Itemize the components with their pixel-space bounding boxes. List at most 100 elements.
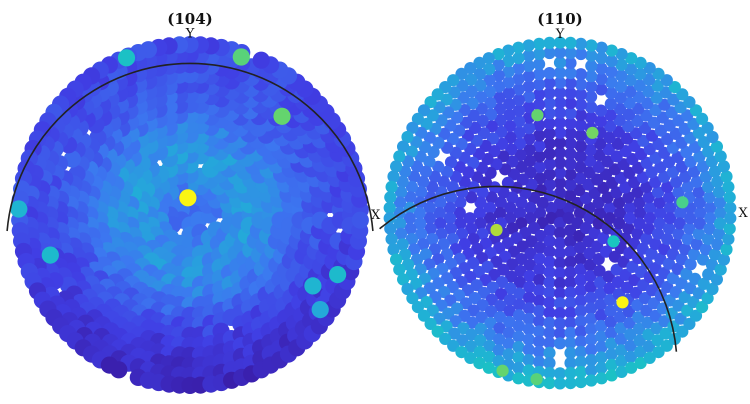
pole-point: [689, 104, 703, 117]
pole-point: [394, 227, 408, 240]
pole-point: [605, 326, 618, 339]
pole-point: [488, 181, 501, 194]
pole-point: [435, 227, 448, 240]
pole-point: [465, 222, 478, 235]
pole-point: [440, 248, 454, 261]
pole-point: [385, 180, 398, 193]
pole-point: [696, 160, 710, 173]
pole-point: [708, 165, 722, 178]
pole-point: [512, 351, 525, 364]
pole-point: [564, 235, 577, 248]
highlighted-pole-point: [530, 373, 543, 386]
pole-point: [543, 255, 556, 269]
pole-point: [503, 120, 516, 133]
pole-point: [459, 116, 473, 129]
pole-point: [724, 201, 737, 214]
pole-point: [485, 120, 498, 133]
pole-point: [523, 143, 536, 156]
pole-point: [675, 160, 688, 173]
pole-point: [564, 46, 577, 60]
highlighted-pole-point: [496, 364, 509, 377]
pole-point: [712, 227, 726, 240]
pole-point: [696, 112, 709, 125]
pole-point: [574, 68, 588, 81]
pole-point: [393, 196, 407, 209]
pole-point: [633, 196, 646, 209]
pole-point: [654, 124, 668, 137]
pole-point: [504, 282, 517, 295]
pole-point: [564, 97, 577, 110]
pole-point: [711, 238, 724, 251]
pole-point: [564, 336, 577, 349]
highlighted-pole-point: [10, 200, 28, 218]
pole-point: [393, 263, 406, 276]
pole-point: [668, 81, 681, 94]
pole-point: [585, 374, 598, 387]
pole-point: [490, 255, 503, 268]
pole-point: [595, 319, 608, 333]
pole-point: [696, 253, 710, 266]
pole-point: [574, 88, 588, 101]
pole-point: [696, 301, 709, 314]
pole-point: [585, 364, 598, 377]
pole-point: [584, 111, 598, 124]
pole-point: [712, 186, 726, 199]
pole-point: [424, 317, 437, 330]
pole-point: [533, 263, 546, 276]
pole-point: [485, 191, 498, 204]
pole-point: [722, 180, 735, 193]
pole-point: [676, 325, 689, 338]
pole-point: [564, 56, 577, 70]
pole-point: [384, 191, 397, 204]
pole-point: [585, 333, 598, 346]
pole-point: [637, 279, 650, 292]
pole-point: [533, 315, 546, 328]
pole-point: [525, 235, 538, 248]
pole-point: [722, 233, 735, 246]
pole-point: [643, 62, 656, 75]
pole-point: [605, 65, 618, 78]
pole-point: [619, 145, 632, 158]
pole-point: [512, 72, 525, 85]
pole-point: [672, 186, 685, 199]
pole-point: [584, 259, 597, 272]
pole-figure-104-title: (104): [167, 10, 213, 28]
pole-point: [543, 296, 556, 309]
pole-point: [553, 116, 567, 129]
pole-point: [483, 350, 496, 363]
pole-point: [553, 66, 567, 79]
pole-point: [605, 44, 618, 57]
pole-point: [442, 307, 455, 320]
pole-point: [470, 279, 483, 292]
pole-point: [492, 48, 505, 61]
pole-point: [613, 217, 626, 230]
pole-point: [502, 87, 515, 100]
pole-point: [533, 355, 546, 368]
highlighted-pole-point: [304, 277, 322, 295]
pole-point: [533, 47, 546, 61]
pole-point: [524, 201, 537, 214]
highlighted-pole-point: [311, 301, 329, 319]
pole-point: [426, 109, 439, 122]
highlighted-pole-point: [117, 49, 136, 67]
pole-point: [615, 355, 628, 368]
pole-point: [553, 156, 567, 169]
pole-point: [651, 79, 664, 92]
pole-point: [591, 173, 604, 186]
pole-point: [663, 294, 676, 307]
pole-point: [595, 41, 608, 54]
pole-point: [623, 317, 636, 330]
pole-point: [522, 90, 536, 103]
pole-figure-110-rim: [379, 185, 678, 352]
pole-point: [564, 266, 577, 279]
pole-point: [514, 148, 527, 162]
pole-point: [512, 361, 525, 374]
pole-point: [564, 306, 577, 319]
pole-point: [439, 332, 452, 345]
pole-point: [433, 206, 446, 220]
pole-point: [471, 171, 484, 184]
pole-point: [706, 130, 719, 144]
pole-point: [585, 90, 598, 103]
pole-point: [594, 137, 607, 150]
pole-point: [464, 73, 477, 86]
